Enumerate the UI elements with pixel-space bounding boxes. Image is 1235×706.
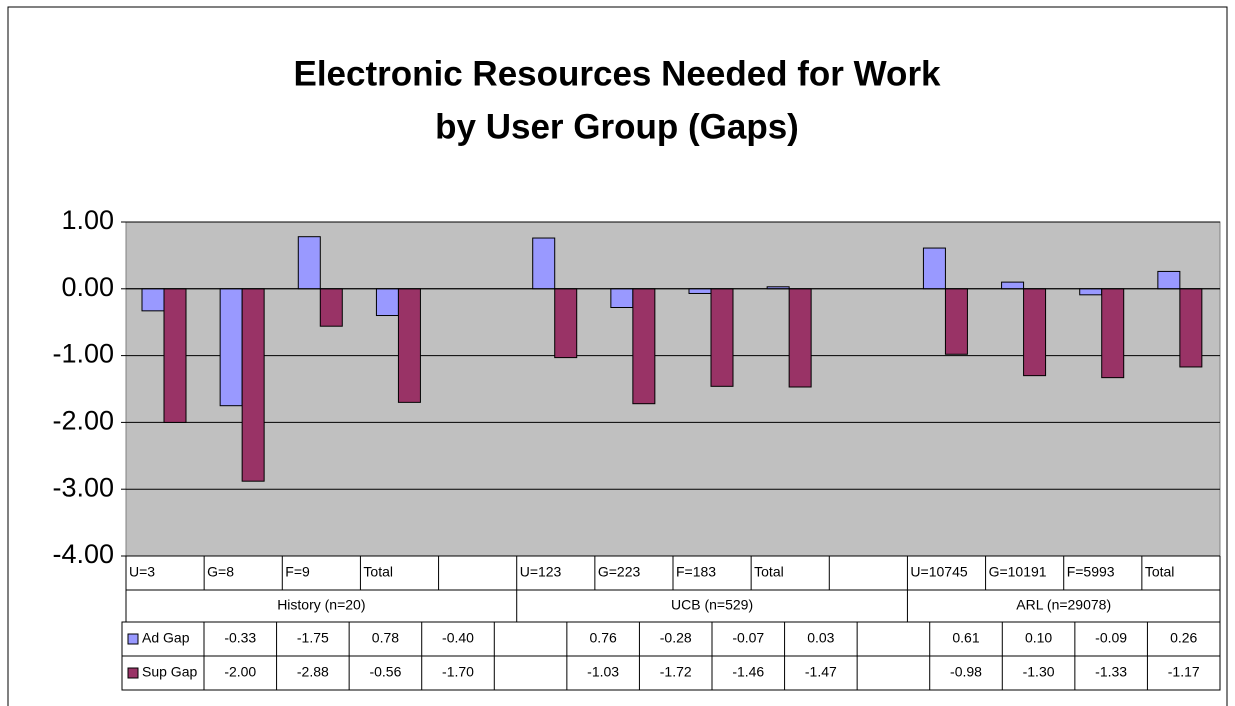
plot-area xyxy=(125,221,1221,557)
table-value: -0.07 xyxy=(732,630,764,646)
table-value: -1.47 xyxy=(805,664,837,680)
group-label: History (n=20) xyxy=(277,597,365,613)
bar xyxy=(710,288,734,387)
x-tick-label: F=5993 xyxy=(1067,564,1115,580)
legend-key xyxy=(127,633,139,645)
table-value: -0.33 xyxy=(224,630,256,646)
y-tick-label: 0.00 xyxy=(61,272,114,302)
group-label: UCB (n=529) xyxy=(671,597,753,613)
table-value: -0.09 xyxy=(1095,630,1127,646)
table-value: 0.61 xyxy=(952,630,979,646)
bar xyxy=(1101,288,1125,379)
legend-label: Ad Gap xyxy=(142,630,190,646)
table-value: 0.76 xyxy=(590,630,617,646)
bar xyxy=(163,288,187,423)
table-value: -1.03 xyxy=(587,664,619,680)
bar xyxy=(1023,288,1047,377)
table-value: -1.17 xyxy=(1168,664,1200,680)
bar xyxy=(297,236,321,290)
bar xyxy=(1079,288,1103,296)
table-value: -1.72 xyxy=(660,664,692,680)
x-tick-label: Total xyxy=(754,564,784,580)
bar xyxy=(688,288,712,294)
y-tick-label: -1.00 xyxy=(52,339,114,369)
x-tick-label: F=9 xyxy=(285,564,310,580)
table-value: -1.46 xyxy=(732,664,764,680)
table-value: 0.78 xyxy=(372,630,399,646)
table-value: -2.88 xyxy=(297,664,329,680)
bar xyxy=(1001,281,1025,290)
bar xyxy=(141,288,165,312)
bar xyxy=(632,288,656,405)
x-tick-label: U=123 xyxy=(520,564,562,580)
x-tick-label: G=223 xyxy=(598,564,641,580)
y-tick-label: -3.00 xyxy=(52,472,114,502)
bar xyxy=(1157,270,1181,290)
table-value: 0.03 xyxy=(807,630,834,646)
bar xyxy=(397,288,421,403)
table-value: -1.70 xyxy=(442,664,474,680)
chart-title: by User Group (Gaps) xyxy=(435,107,799,146)
table-value: -2.00 xyxy=(224,664,256,680)
y-tick-label: -2.00 xyxy=(52,406,114,436)
x-tick-label: Total xyxy=(1145,564,1175,580)
bar xyxy=(922,247,946,290)
bar xyxy=(375,288,399,317)
legend-key xyxy=(127,667,139,679)
bar xyxy=(610,288,634,309)
bar xyxy=(944,288,968,355)
x-tick-label: F=183 xyxy=(676,564,716,580)
x-tick-label: U=10745 xyxy=(910,564,967,580)
table-value: -1.75 xyxy=(297,630,329,646)
legend-label: Sup Gap xyxy=(142,664,197,680)
bar xyxy=(554,288,578,359)
x-tick-label: Total xyxy=(363,564,393,580)
bar xyxy=(788,288,812,388)
y-tick-label: -4.00 xyxy=(52,539,114,569)
y-tick-label: 1.00 xyxy=(61,205,114,235)
bar xyxy=(319,288,343,327)
group-label: ARL (n=29078) xyxy=(1016,597,1111,613)
x-tick-label: G=8 xyxy=(207,564,234,580)
bar xyxy=(219,288,243,407)
table-value: -1.33 xyxy=(1095,664,1127,680)
table-value: -0.98 xyxy=(950,664,982,680)
table-value: -0.40 xyxy=(442,630,474,646)
x-tick-label: U=3 xyxy=(129,564,155,580)
table-value: 0.26 xyxy=(1170,630,1197,646)
bar xyxy=(241,288,265,482)
table-value: -1.30 xyxy=(1023,664,1055,680)
chart-title: Electronic Resources Needed for Work xyxy=(293,54,941,93)
table-value: -0.28 xyxy=(660,630,692,646)
bar xyxy=(1179,288,1203,368)
x-tick-label: G=10191 xyxy=(989,564,1047,580)
table-value: 0.10 xyxy=(1025,630,1052,646)
bar xyxy=(532,237,556,290)
table-value: -0.56 xyxy=(369,664,401,680)
